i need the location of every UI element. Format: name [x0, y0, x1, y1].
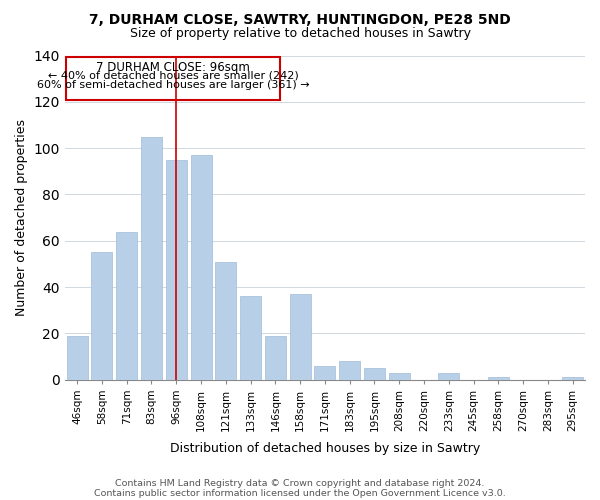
Bar: [389, 373, 410, 380]
Bar: [141, 136, 162, 380]
Text: Contains HM Land Registry data © Crown copyright and database right 2024.: Contains HM Land Registry data © Crown c…: [115, 478, 485, 488]
Bar: [116, 232, 137, 380]
Text: ← 40% of detached houses are smaller (242): ← 40% of detached houses are smaller (24…: [48, 70, 299, 81]
Bar: [488, 378, 509, 380]
Bar: [265, 336, 286, 380]
Bar: [290, 294, 311, 380]
Bar: [67, 336, 88, 380]
Bar: [215, 262, 236, 380]
Text: 7, DURHAM CLOSE, SAWTRY, HUNTINGDON, PE28 5ND: 7, DURHAM CLOSE, SAWTRY, HUNTINGDON, PE2…: [89, 12, 511, 26]
Y-axis label: Number of detached properties: Number of detached properties: [15, 119, 28, 316]
Text: Contains public sector information licensed under the Open Government Licence v3: Contains public sector information licen…: [94, 488, 506, 498]
Bar: [364, 368, 385, 380]
FancyBboxPatch shape: [66, 56, 280, 100]
Bar: [314, 366, 335, 380]
Text: 60% of semi-detached houses are larger (361) →: 60% of semi-detached houses are larger (…: [37, 80, 310, 90]
Text: Size of property relative to detached houses in Sawtry: Size of property relative to detached ho…: [130, 28, 470, 40]
Text: 7 DURHAM CLOSE: 96sqm: 7 DURHAM CLOSE: 96sqm: [96, 62, 250, 74]
Bar: [438, 373, 459, 380]
Bar: [166, 160, 187, 380]
Bar: [191, 155, 212, 380]
Bar: [339, 361, 360, 380]
Bar: [562, 378, 583, 380]
Bar: [240, 296, 261, 380]
X-axis label: Distribution of detached houses by size in Sawtry: Distribution of detached houses by size …: [170, 442, 480, 455]
Bar: [91, 252, 112, 380]
